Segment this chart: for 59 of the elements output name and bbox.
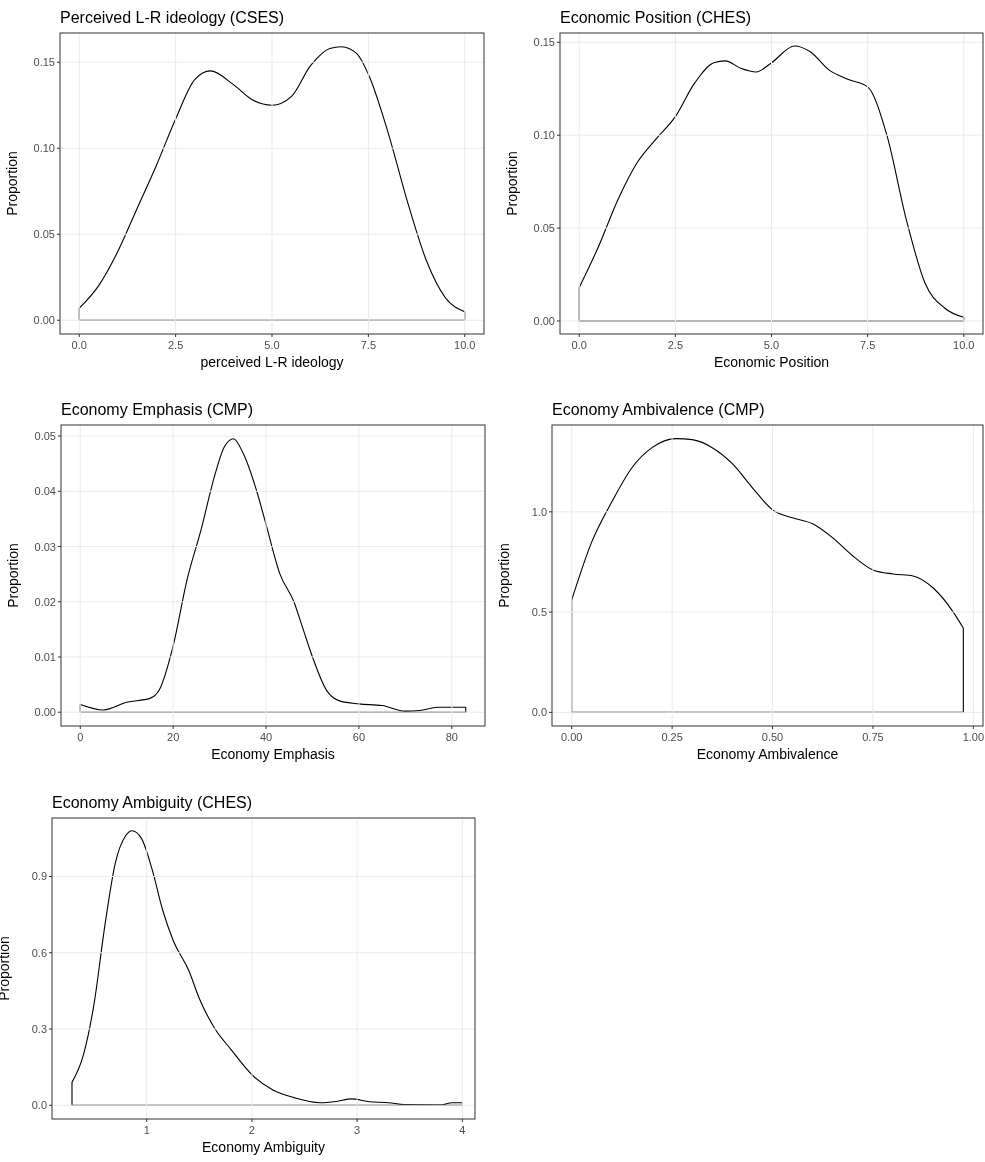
y-tick-label: 0.05 xyxy=(33,228,55,241)
x-tick-label: 0.50 xyxy=(761,731,784,743)
x-axis-title: Economy Emphasis xyxy=(211,746,335,762)
x-tick-label: 40 xyxy=(259,731,273,743)
y-tick-label: 0.05 xyxy=(533,222,555,235)
chart-title: Economy Emphasis (CMP) xyxy=(61,401,254,418)
x-axis-title: Economy Ambivalence xyxy=(696,746,839,762)
y-tick-label: 0.00 xyxy=(33,314,55,327)
y-tick-label: 0.00 xyxy=(34,706,56,719)
chart-title: Economy Ambiguity (CHES) xyxy=(52,794,253,811)
y-axis-title: Proportion xyxy=(496,543,512,608)
x-tick-label: 7.5 xyxy=(859,339,876,351)
x-tick-label: 5.0 xyxy=(264,339,280,351)
x-tick-label: 4 xyxy=(459,1124,466,1136)
y-tick-label: 0.9 xyxy=(31,870,47,883)
y-tick-label: 0.10 xyxy=(33,142,55,155)
y-tick-label: 0.0 xyxy=(31,1099,47,1112)
x-tick-label: 0 xyxy=(77,731,84,743)
x-tick-label: 0.75 xyxy=(862,731,884,743)
chart-title: Perceived L-R ideology (CSES) xyxy=(60,9,285,26)
y-axis-title: Proportion xyxy=(504,151,520,216)
y-tick-label: 0.00 xyxy=(533,314,555,327)
x-tick-label: 2 xyxy=(248,1124,255,1136)
y-tick-label: 0.5 xyxy=(531,606,547,619)
x-tick-label: 10.0 xyxy=(454,339,476,351)
y-tick-label: 0.6 xyxy=(31,946,47,959)
y-tick-label: 0.04 xyxy=(34,485,56,498)
x-tick-label: 80 xyxy=(445,731,458,743)
x-tick-label: 2.5 xyxy=(167,339,184,351)
y-axis-title: Proportion xyxy=(5,543,21,608)
x-tick-label: 60 xyxy=(352,731,366,743)
y-tick-label: 0.15 xyxy=(533,36,555,49)
chart-title: Economic Position (CHES) xyxy=(560,9,752,26)
y-tick-label: 0.0 xyxy=(531,706,547,719)
y-axis-title: Proportion xyxy=(4,151,20,216)
x-tick-label: 3 xyxy=(354,1124,361,1136)
x-axis-title: Economic Position xyxy=(713,354,830,370)
x-tick-label: 0.25 xyxy=(661,731,683,743)
y-tick-label: 0.03 xyxy=(34,540,56,553)
y-tick-label: 0.01 xyxy=(34,650,56,663)
chart-title: Economy Ambivalence (CMP) xyxy=(552,401,765,418)
x-axis-title: perceived L-R ideology xyxy=(200,354,344,370)
y-tick-label: 0.10 xyxy=(533,129,555,142)
y-tick-label: 0.3 xyxy=(31,1023,47,1036)
x-tick-label: 0.0 xyxy=(571,339,587,351)
y-tick-label: 0.02 xyxy=(34,595,56,608)
x-tick-label: 0.0 xyxy=(71,339,87,351)
x-tick-label: 2.5 xyxy=(667,339,684,351)
x-tick-label: 5.0 xyxy=(763,339,780,351)
y-tick-label: 0.05 xyxy=(34,430,56,443)
x-tick-label: 1 xyxy=(143,1124,150,1136)
x-tick-label: 1.00 xyxy=(962,731,985,743)
x-tick-label: 20 xyxy=(167,731,180,743)
x-axis-title: Economy Ambiguity xyxy=(202,1139,325,1155)
y-tick-label: 0.15 xyxy=(33,56,55,69)
x-tick-label: 0.00 xyxy=(560,731,583,743)
y-tick-label: 1.0 xyxy=(531,505,547,518)
x-tick-label: 10.0 xyxy=(953,339,975,351)
x-tick-label: 7.5 xyxy=(360,339,377,351)
